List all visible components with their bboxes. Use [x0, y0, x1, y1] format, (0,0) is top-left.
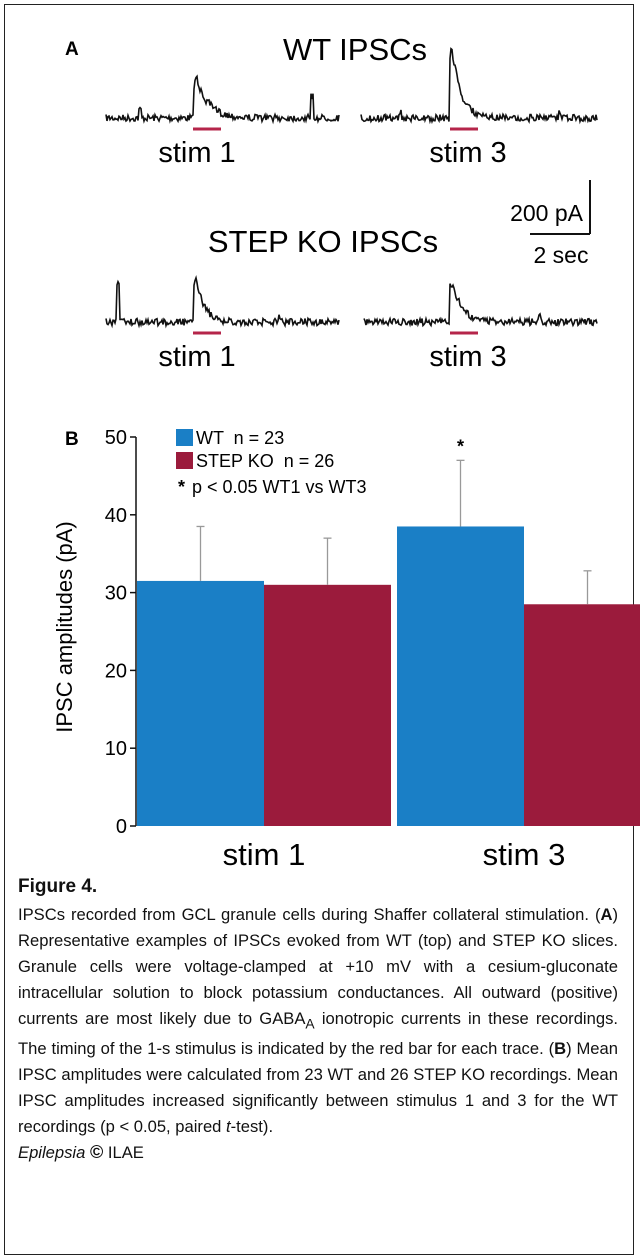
- legend-swatch-ko: [176, 452, 193, 469]
- legend-swatch-wt: [176, 429, 193, 446]
- bar-ko-2: [524, 604, 640, 826]
- wt-stim3-label: stim 3: [429, 137, 506, 169]
- y-tick-label-40: 40: [105, 505, 127, 527]
- legend-label-wt: WT n = 23: [196, 428, 284, 448]
- wt-stim1-label: stim 1: [158, 137, 235, 169]
- figure-caption: Figure 4. IPSCs recorded from GCL granul…: [18, 876, 618, 1165]
- publisher-name: ILAE: [107, 1143, 144, 1163]
- significance-legend-note: p < 0.05 WT1 vs WT3: [192, 477, 367, 497]
- y-tick-label-50: 50: [105, 427, 127, 449]
- y-tick-label-10: 10: [105, 738, 127, 760]
- x-category-label-1: stim 1: [223, 837, 306, 872]
- ko-trace-stim1: [105, 275, 340, 329]
- journal-name: Epilepsia: [18, 1143, 86, 1163]
- ko-stim1-label: stim 1: [158, 341, 235, 373]
- wt-trace-stim3: [360, 47, 598, 125]
- x-category-label-2: stim 3: [483, 837, 566, 872]
- ko-trace-title: STEP KO IPSCs: [208, 224, 438, 259]
- scale-bar-y-label: 200 pA: [510, 200, 584, 226]
- significance-marker: *: [457, 436, 464, 456]
- wt-trace-stim1: [105, 74, 340, 125]
- y-tick-label-20: 20: [105, 660, 127, 682]
- bar-chart-area: 0 10 20 30 40 50 stim 1 stim 3 *: [105, 427, 640, 872]
- panel-b-chart: B IPSC amplitudes (pA) 0 10 20 30 40 50 stim 1…: [52, 427, 640, 872]
- bar-ko-1: [264, 584, 391, 826]
- bar-wt-1: [137, 580, 264, 826]
- ko-stim3-label: stim 3: [429, 341, 506, 373]
- y-tick-label-0: 0: [116, 816, 127, 838]
- y-axis-label: IPSC amplitudes (pA): [52, 521, 77, 733]
- legend-label-ko: STEP KO n = 26: [196, 451, 334, 471]
- wt-trace-title: WT IPSCs: [283, 32, 427, 67]
- significance-legend-marker: *: [178, 477, 185, 497]
- panel-a-label: A: [65, 39, 79, 60]
- caption-body: IPSCs recorded from GCL granule cells du…: [18, 905, 618, 1137]
- panel-b-label: B: [65, 429, 79, 450]
- panel-a: A WT IPSCs STEP KO IPSCs stim 1 stim 3 s…: [65, 32, 598, 373]
- caption-credit: Epilepsia © ILAE: [18, 1140, 618, 1165]
- scale-bar-x-label: 2 sec: [534, 242, 589, 268]
- copyright-icon: ©: [89, 1142, 104, 1163]
- bar-wt-2: [397, 526, 524, 826]
- ko-trace-stim3: [363, 283, 598, 328]
- caption-title: Figure 4.: [18, 876, 98, 897]
- y-tick-label-30: 30: [105, 583, 127, 605]
